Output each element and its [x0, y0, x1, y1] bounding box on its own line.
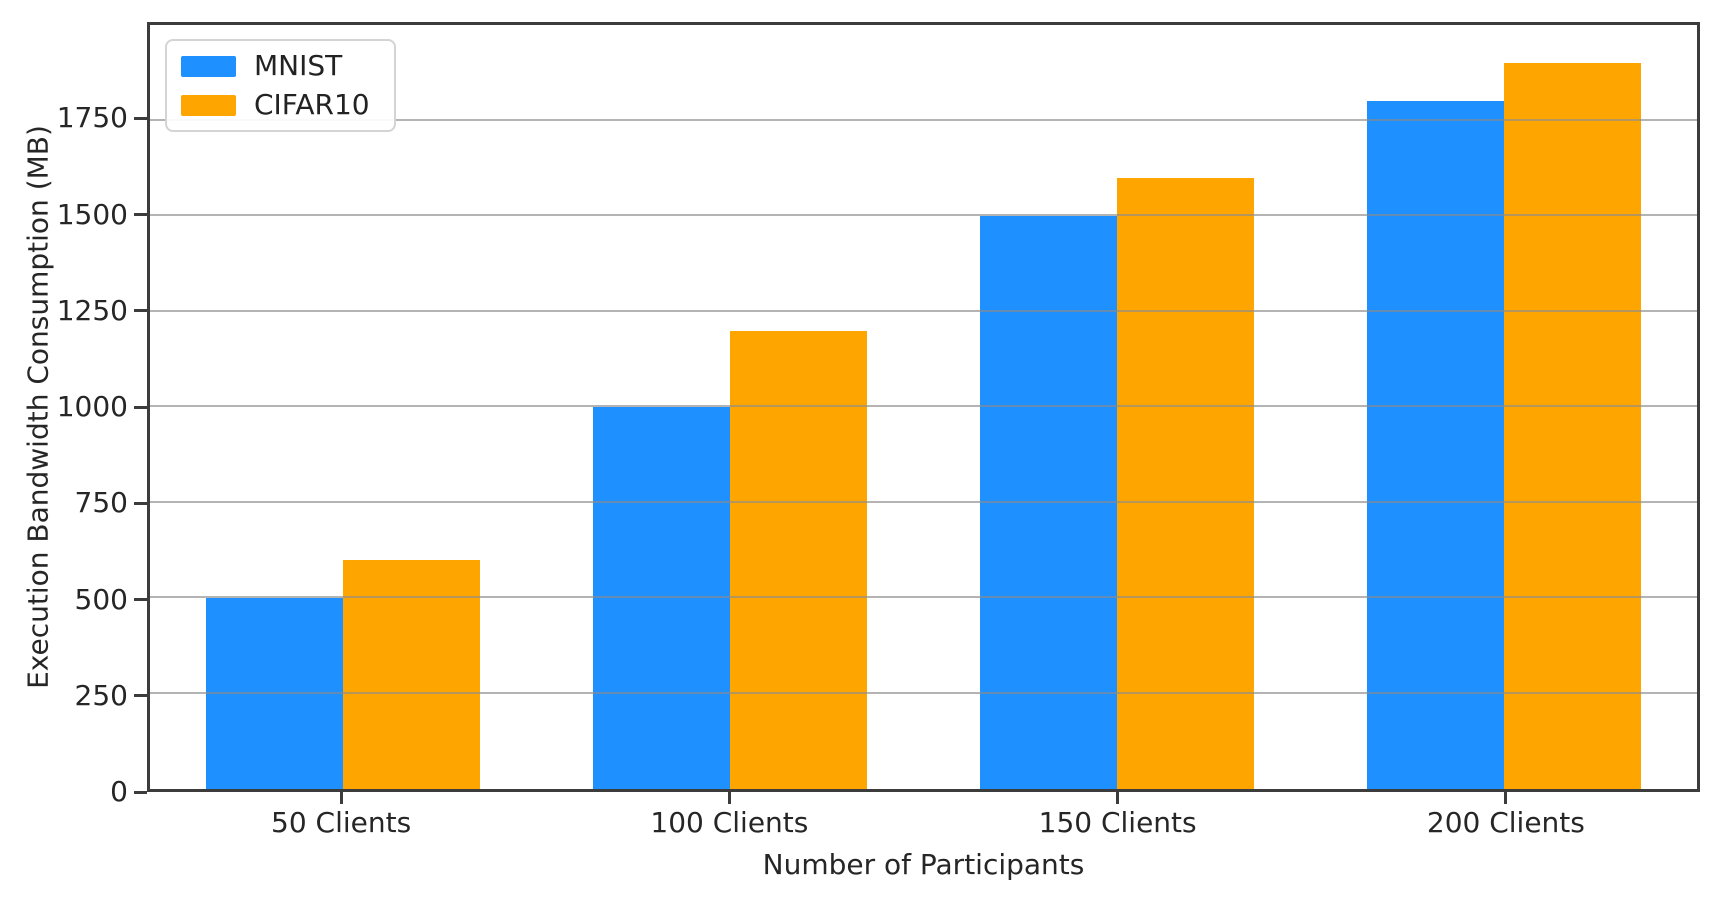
gridline-y-1500	[150, 214, 1697, 216]
bar-mnist-150-clients	[979, 216, 1117, 789]
x-tick-mark	[1116, 792, 1120, 804]
legend-row-cifar10: CIFAR10	[181, 90, 370, 120]
y-tick-label: 250	[74, 678, 128, 712]
y-tick-mark	[134, 405, 147, 409]
legend-swatch-mnist	[181, 55, 236, 77]
x-tick-labels: 50 Clients 100 Clients 150 Clients 200 Clie…	[147, 806, 1700, 839]
y-tick-mark	[134, 213, 147, 216]
x-axis-title: Number of Participants	[762, 848, 1085, 881]
gridline-y-1750	[150, 118, 1697, 121]
legend-label: CIFAR10	[254, 88, 370, 121]
bar-cifar10-150-clients	[1116, 177, 1254, 789]
y-tick-label: 1000	[56, 390, 128, 423]
gridline-y-750	[150, 500, 1697, 503]
gridline-y-500	[150, 596, 1697, 598]
y-tick-mark	[134, 790, 147, 794]
y-tick-label: 0	[110, 775, 128, 808]
y-tick-mark	[134, 501, 147, 505]
legend: MNIST CIFAR10	[165, 39, 396, 132]
gridline-y-250	[150, 691, 1697, 694]
bar-group-50-clients	[150, 25, 537, 789]
bar-cifar10-100-clients	[730, 330, 868, 789]
bars-layer	[150, 25, 1697, 789]
gridline-y-1250	[150, 309, 1697, 312]
x-tick-mark	[1504, 792, 1508, 804]
y-tick-mark	[134, 598, 147, 601]
x-tick-label: 150 Clients	[1038, 806, 1197, 839]
bar-group-150-clients	[924, 25, 1311, 789]
bar-mnist-100-clients	[593, 407, 731, 789]
y-tick-label: 750	[74, 486, 128, 520]
y-tick-label: 1250	[56, 293, 128, 327]
legend-label: MNIST	[254, 49, 343, 82]
bar-cifar10-50-clients	[343, 559, 481, 789]
y-tick-mark	[134, 309, 147, 313]
gridline-y-1000	[150, 405, 1697, 407]
y-tick-mark	[134, 116, 147, 120]
bar-group-100-clients	[537, 25, 924, 789]
bar-mnist-50-clients	[206, 598, 344, 789]
bar-group-200-clients	[1310, 25, 1697, 789]
bar-cifar10-200-clients	[1503, 63, 1641, 789]
plot-area: MNIST CIFAR10	[147, 22, 1700, 792]
x-tick-label: 200 Clients	[1426, 806, 1585, 839]
y-tick-label: 1500	[56, 197, 128, 231]
legend-swatch-cifar10	[181, 94, 236, 116]
x-tick-mark	[727, 792, 731, 804]
legend-row-mnist: MNIST	[181, 51, 370, 81]
y-tick-label: 1750	[56, 101, 128, 135]
x-tick-label: 100 Clients	[650, 806, 809, 839]
x-tick-mark	[339, 792, 343, 804]
y-tick-mark	[134, 694, 147, 698]
bar-mnist-200-clients	[1366, 101, 1504, 789]
x-tick-label: 50 Clients	[271, 806, 412, 839]
y-tick-label: 500	[74, 582, 128, 616]
